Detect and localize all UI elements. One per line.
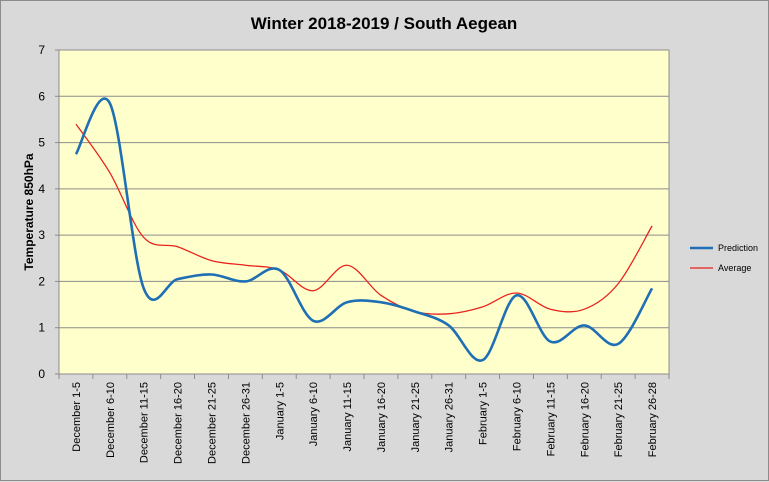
x-tick-label: December 16-20 — [173, 382, 185, 464]
y-tick-label: 0 — [38, 367, 45, 381]
x-tick-label: January 6-10 — [308, 382, 320, 446]
x-tick-label: December 11-15 — [139, 382, 151, 463]
series-lines — [74, 97, 654, 362]
gridlines — [59, 49, 669, 375]
y-axis-ticks: 0 1 2 3 4 5 6 7 — [38, 43, 59, 381]
x-tick-label: January 16-20 — [376, 382, 388, 452]
x-axis-ticks: December 1-5 December 6-10 December 11-15 D… — [58, 374, 670, 464]
y-tick-label: 5 — [38, 136, 45, 150]
y-tick-label: 4 — [38, 182, 45, 196]
series-line-prediction — [74, 97, 654, 362]
y-tick-label: 1 — [38, 321, 45, 335]
x-tick-label: January 11-15 — [342, 382, 354, 452]
x-tick-label: February 16-20 — [579, 382, 591, 457]
y-tick-label: 3 — [38, 228, 45, 242]
x-tick-label: December 1-5 — [71, 382, 83, 452]
x-tick-label: February 6-10 — [512, 382, 524, 451]
x-tick-label: February 1-5 — [478, 382, 490, 445]
x-tick-label: December 26-31 — [240, 382, 252, 464]
x-tick-label: December 21-25 — [207, 382, 219, 464]
legend-label-prediction: Prediction — [718, 243, 758, 253]
legend: Prediction Average — [690, 243, 758, 273]
x-tick-label: January 26-31 — [444, 382, 456, 452]
x-tick-label: February 21-25 — [613, 382, 625, 457]
y-tick-label: 2 — [38, 274, 45, 288]
plot-area — [58, 49, 670, 375]
y-axis-label: Temperature 850hPa — [22, 153, 36, 270]
legend-label-average: Average — [718, 263, 751, 273]
x-tick-label: February 26-28 — [647, 382, 659, 457]
series-line-average — [75, 123, 653, 315]
y-tick-label: 6 — [38, 89, 45, 103]
x-tick-label: January 1-5 — [274, 382, 286, 440]
chart-title: Winter 2018-2019 / South Aegean — [251, 14, 518, 33]
x-tick-label: December 6-10 — [105, 382, 117, 458]
y-tick-label: 7 — [38, 43, 45, 57]
x-tick-label: January 21-25 — [410, 382, 422, 452]
x-tick-label: February 11-15 — [545, 382, 557, 456]
